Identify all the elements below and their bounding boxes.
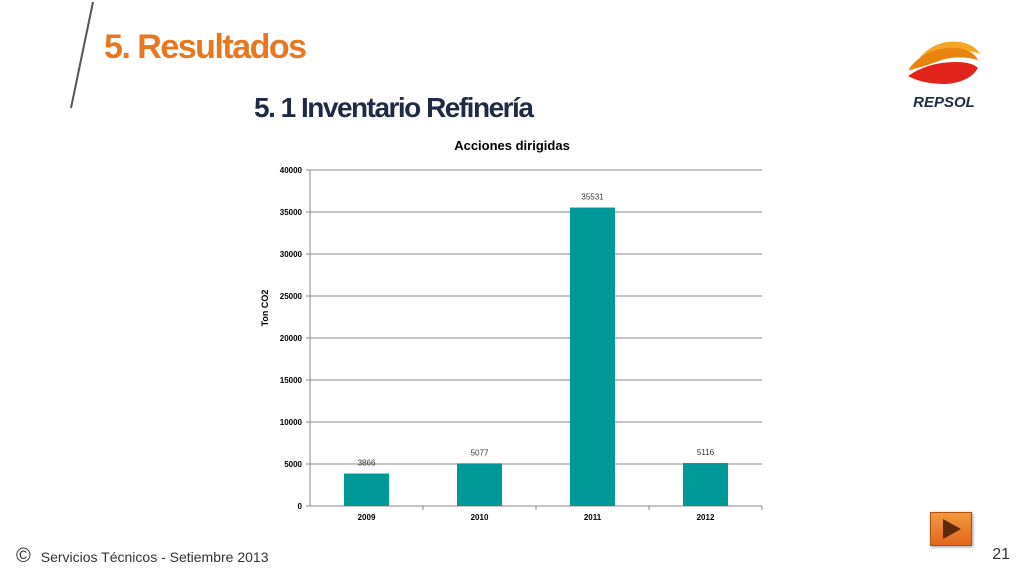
copyright-symbol: © [16, 545, 31, 567]
bar-2010 [457, 463, 502, 506]
y-axis-label: Ton CO2 [260, 290, 270, 327]
x-tick-labels: 2009 2010 2011 2012 [358, 506, 763, 522]
x-tick-label: 2012 [697, 513, 715, 522]
data-label: 3866 [358, 459, 376, 468]
page-subtitle: 5. 1 Inventario Refinería [254, 92, 534, 123]
y-tick-label: 20000 [280, 334, 303, 343]
y-tick-labels: 0 5000 10000 15000 20000 25000 30000 35000 40000 [280, 166, 303, 511]
y-tick-label: 15000 [280, 376, 303, 385]
data-label: 5116 [697, 448, 715, 457]
play-arrow-icon [943, 519, 961, 539]
x-tick-label: 2010 [471, 513, 489, 522]
repsol-logo: REPSOL [908, 41, 980, 111]
y-tick-label: 30000 [280, 250, 303, 259]
y-tick-label: 40000 [280, 166, 303, 175]
y-tick-label: 35000 [280, 208, 303, 217]
footer: © Servicios Técnicos - Setiembre 2013 [16, 545, 268, 568]
bar-2009 [344, 473, 389, 506]
bars [344, 207, 728, 506]
page-number: 21 [992, 546, 1010, 563]
grid-lines [306, 169, 762, 507]
footer-text: Servicios Técnicos - Setiembre 2013 [40, 548, 269, 565]
decorative-slash-line [70, 1, 94, 109]
data-label: 5077 [471, 448, 489, 457]
data-label: 35531 [581, 193, 604, 202]
y-tick-label: 10000 [280, 418, 303, 427]
logo-wordmark: REPSOL [913, 94, 975, 111]
y-tick-label: 25000 [280, 292, 303, 301]
x-tick-label: 2011 [584, 513, 602, 522]
next-slide-button[interactable] [930, 512, 972, 546]
y-tick-label: 5000 [284, 460, 302, 469]
bar-2011 [570, 207, 615, 506]
chart-title: Acciones dirigidas [454, 138, 570, 153]
data-labels: 3866 5077 35531 5116 [358, 193, 715, 468]
bar-chart: Acciones dirigidas Ton CO2 0 5000 10000 150… [260, 138, 763, 522]
bar-2012 [683, 463, 728, 506]
page-title: 5. Resultados [104, 28, 307, 66]
y-tick-label: 0 [298, 502, 303, 511]
x-tick-label: 2009 [358, 513, 376, 522]
